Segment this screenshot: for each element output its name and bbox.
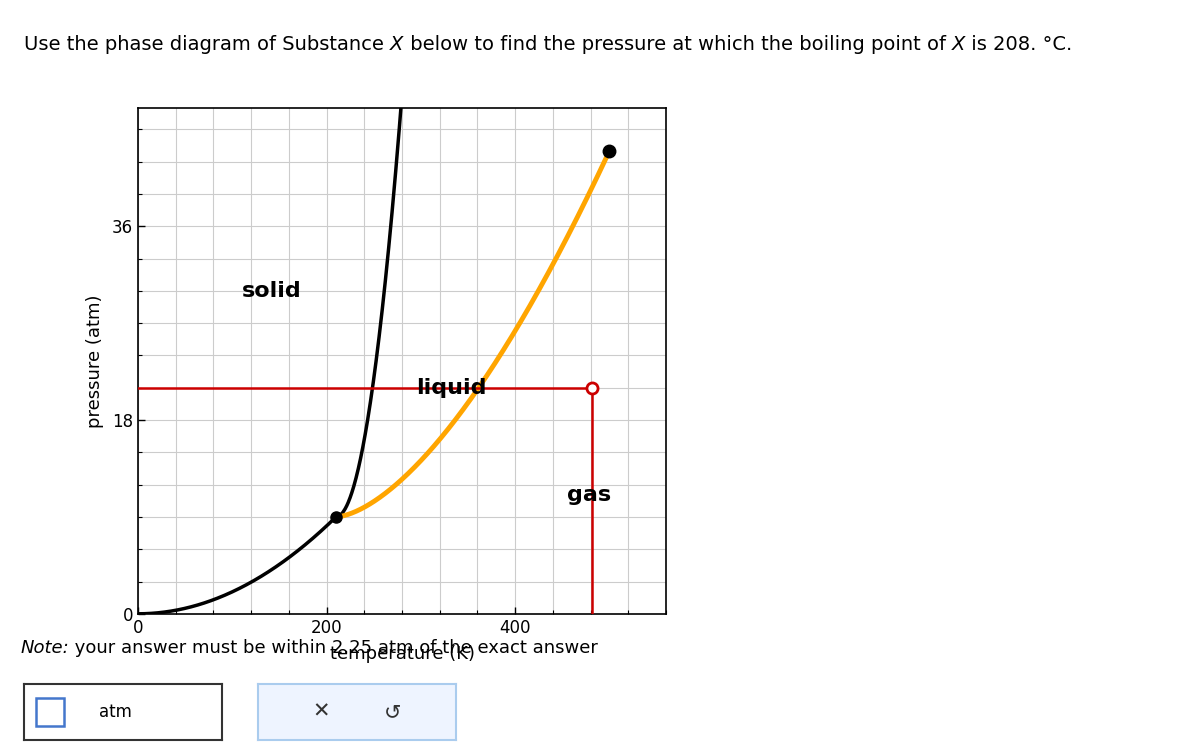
Text: below to find the pressure at which the boiling point of: below to find the pressure at which the …	[403, 35, 952, 54]
Text: liquid: liquid	[416, 378, 487, 398]
Text: X: X	[390, 35, 403, 54]
FancyBboxPatch shape	[36, 699, 64, 726]
Y-axis label: pressure (atm): pressure (atm)	[85, 294, 103, 428]
Text: ↺: ↺	[384, 702, 401, 722]
X-axis label: temperature (K): temperature (K)	[330, 645, 474, 663]
Text: solid: solid	[241, 281, 301, 301]
Text: Use the phase diagram of Substance: Use the phase diagram of Substance	[24, 35, 390, 54]
Text: atm: atm	[100, 703, 132, 722]
Text: ✕: ✕	[313, 702, 330, 721]
Text: X: X	[952, 35, 965, 54]
Text: your answer must be within 2.25 atm of the exact answer: your answer must be within 2.25 atm of t…	[70, 639, 598, 657]
Text: Note:: Note:	[20, 639, 70, 657]
Text: gas: gas	[568, 485, 611, 505]
Text: is 208. °C.: is 208. °C.	[965, 35, 1073, 54]
